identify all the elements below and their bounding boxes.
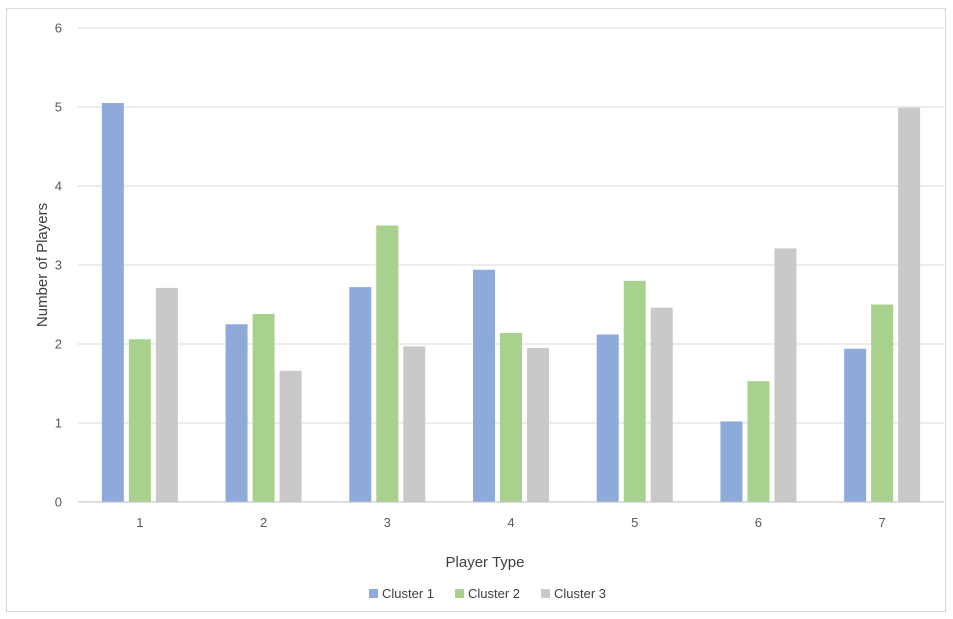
bar-cluster-1-type-4 [473,269,495,502]
x-tick-label: 3 [384,515,391,530]
y-axis-title: Number of Players [34,203,51,327]
y-tick-label: 0 [55,495,62,510]
legend-swatch [369,589,378,598]
chart-frame [6,8,946,612]
bar-cluster-3-type-6 [774,248,797,502]
x-axis-ticks: 1 2 3 4 5 6 7 [136,515,886,530]
bar-cluster-1-type-2 [225,324,248,502]
bar-cluster-2-type-4 [500,332,522,502]
legend: Cluster 1 Cluster 2 Cluster 3 [369,586,606,601]
x-axis-title: Player Type [446,554,525,571]
x-tick-label: 7 [879,515,886,530]
x-tick-label: 4 [507,515,514,530]
bar-cluster-3-type-4 [527,347,549,502]
bar-cluster-1-type-3 [349,287,372,502]
y-tick-label: 2 [55,337,62,352]
bar-cluster-3-type-7 [898,107,921,502]
bar-cluster-1-type-5 [596,334,619,502]
y-tick-label: 4 [55,179,62,194]
y-tick-label: 3 [55,258,62,273]
gridlines [78,27,944,424]
y-tick-label: 5 [55,100,62,115]
legend-swatch [541,589,550,598]
legend-swatch [455,589,464,598]
x-tick-label: 5 [631,515,638,530]
legend-label: Cluster 3 [554,586,606,601]
y-axis-ticks: 0 1 2 3 4 5 6 [55,21,62,510]
legend-label: Cluster 1 [382,586,434,601]
bar-cluster-1-type-6 [720,421,743,502]
y-tick-label: 6 [55,21,62,36]
bar-cluster-1-type-7 [844,348,867,502]
x-tick-label: 2 [260,515,267,530]
y-tick-label: 1 [55,416,62,431]
x-tick-label: 6 [755,515,762,530]
bar-cluster-2-type-5 [623,280,646,502]
bar-cluster-1-type-1 [101,103,124,503]
bar-cluster-3-type-2 [279,370,302,502]
legend-label: Cluster 2 [468,586,520,601]
bar-cluster-2-type-3 [376,225,399,502]
bar-cluster-2-type-1 [128,339,151,502]
bar-cluster-3-type-1 [155,287,178,502]
bar-cluster-2-type-2 [252,313,275,502]
x-tick-label: 1 [136,515,143,530]
bar-cluster-2-type-6 [747,381,770,502]
bar-cluster-2-type-7 [871,304,894,502]
bars [101,103,921,503]
bar-cluster-3-type-5 [650,307,673,502]
bar-cluster-3-type-3 [403,346,426,502]
